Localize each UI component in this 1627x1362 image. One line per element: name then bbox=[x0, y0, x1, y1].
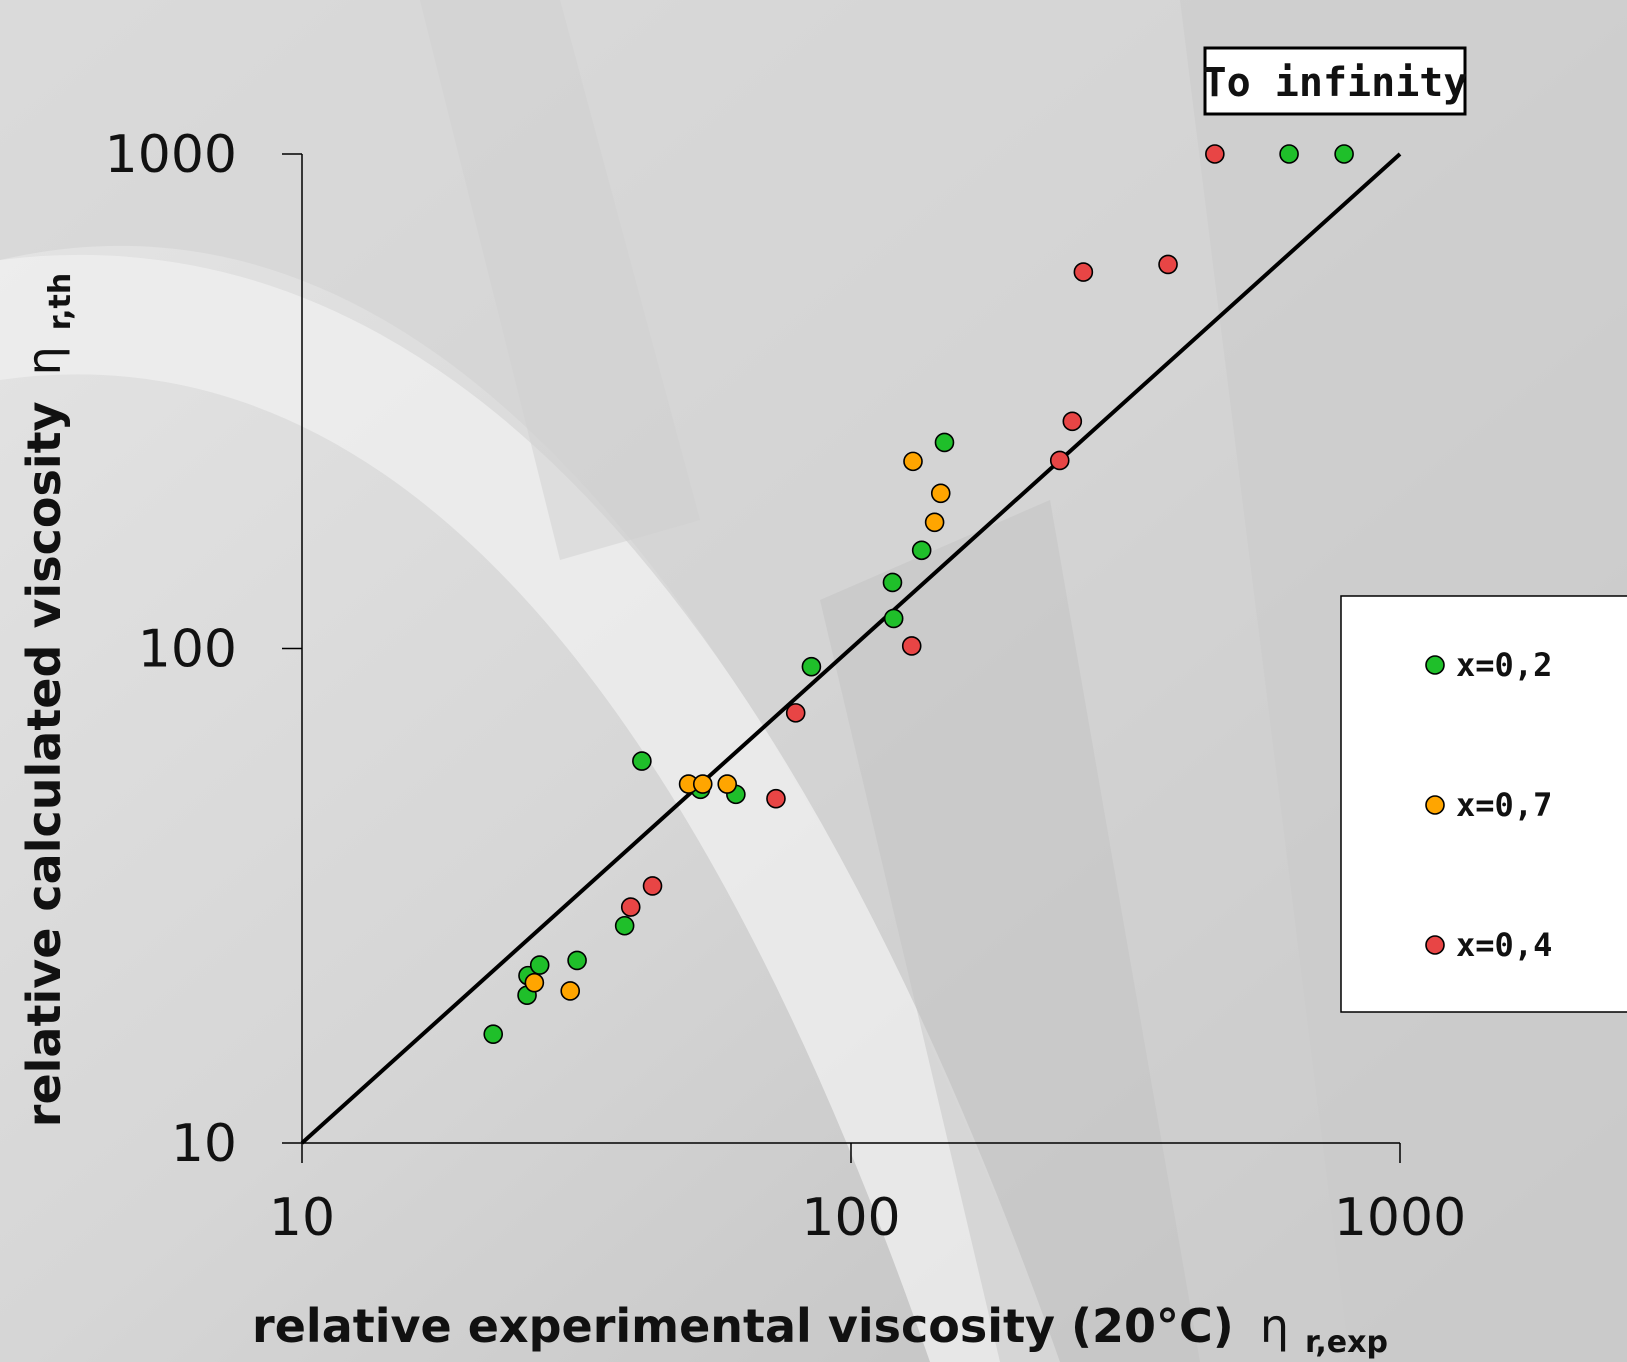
x-tick-label: 10 bbox=[269, 1188, 335, 1248]
data-point bbox=[901, 636, 922, 656]
x-tick-label: 100 bbox=[801, 1188, 900, 1248]
y-tick-label: 1000 bbox=[105, 125, 237, 185]
data-point bbox=[524, 972, 545, 993]
data-point bbox=[614, 915, 635, 936]
data-point bbox=[1049, 450, 1070, 471]
legend-label: x=0,7 bbox=[1456, 786, 1552, 824]
y-axis-symbol: η bbox=[17, 346, 71, 375]
y-axis-title: relative calculated viscosity η r,th bbox=[17, 273, 78, 1127]
legend: x=0,2 x=0,7 x=0,4 bbox=[1340, 595, 1627, 1013]
data-point bbox=[529, 955, 550, 975]
x-axis-title: relative experimental viscosity (20°C) η… bbox=[252, 1299, 1388, 1360]
data-point bbox=[911, 540, 932, 561]
reference-line bbox=[300, 152, 1402, 1145]
reference-line-group bbox=[300, 152, 1402, 1145]
data-point bbox=[483, 1024, 504, 1044]
y-tick-label: 10 bbox=[171, 1114, 237, 1174]
y-axis-title-text: relative calculated viscosity bbox=[17, 401, 71, 1127]
data-point bbox=[930, 483, 951, 504]
data-point bbox=[632, 751, 652, 771]
data-point bbox=[692, 774, 713, 794]
data-point bbox=[924, 512, 945, 533]
x-tick-label: 1000 bbox=[1334, 1188, 1466, 1248]
data-point bbox=[1158, 254, 1178, 275]
data-point bbox=[1334, 144, 1354, 164]
legend-marker bbox=[1425, 795, 1445, 815]
data-point bbox=[903, 451, 923, 472]
data-point bbox=[1073, 262, 1094, 282]
tick-labels: 10 100 1000 10 100 1000 bbox=[105, 125, 1467, 1248]
annotation-box: To infinity bbox=[1203, 46, 1468, 116]
axes bbox=[282, 153, 1401, 1163]
data-point bbox=[1279, 144, 1299, 164]
legend-label: x=0,4 bbox=[1456, 926, 1552, 964]
data-point bbox=[717, 774, 738, 794]
y-axis-subscript: r,th bbox=[43, 273, 78, 330]
data-point bbox=[801, 656, 822, 677]
data-point bbox=[1062, 411, 1083, 432]
x-axis-subscript: r,exp bbox=[1305, 1325, 1388, 1360]
data-point bbox=[560, 981, 581, 1001]
x-axis-symbol: η bbox=[1260, 1299, 1289, 1353]
data-point bbox=[1205, 144, 1225, 164]
x-axis-title-text: relative experimental viscosity (20°C) bbox=[252, 1299, 1234, 1353]
data-point bbox=[882, 572, 903, 593]
annotation-text: To infinity bbox=[1203, 60, 1468, 106]
data-point bbox=[883, 608, 904, 629]
data-point bbox=[620, 897, 641, 917]
data-point bbox=[567, 950, 587, 971]
legend-marker bbox=[1425, 935, 1445, 955]
data-point bbox=[934, 432, 955, 453]
legend-marker bbox=[1425, 655, 1445, 675]
data-point bbox=[766, 788, 786, 809]
data-point bbox=[785, 703, 806, 723]
y-tick-label: 100 bbox=[138, 620, 237, 680]
data-point bbox=[642, 876, 663, 896]
legend-label: x=0,2 bbox=[1456, 646, 1552, 684]
data-points bbox=[483, 144, 1354, 1044]
